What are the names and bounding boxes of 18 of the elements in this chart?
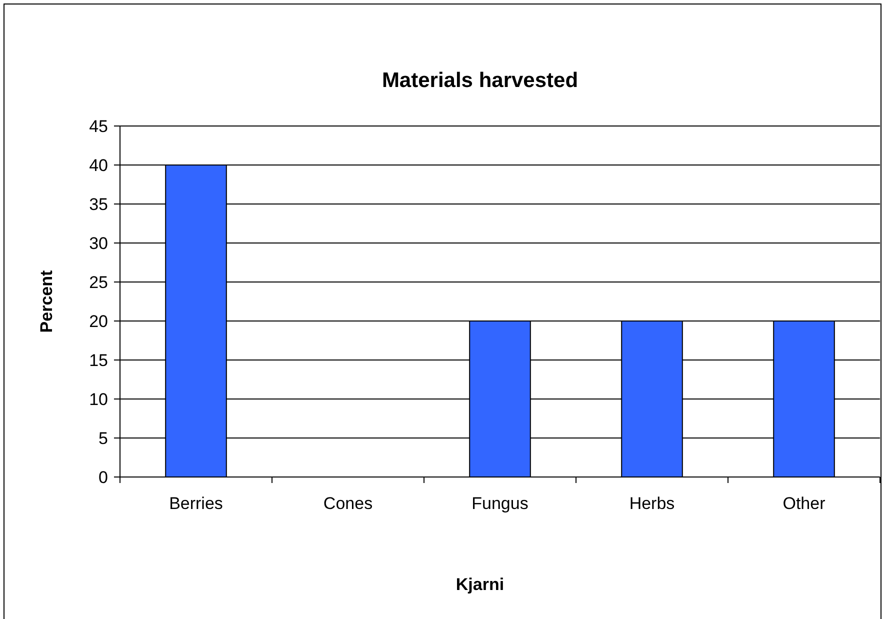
y-tick-label: 0 [98,468,108,487]
y-tick-label: 30 [89,234,108,253]
y-tick-label: 40 [89,156,108,175]
y-tick-label: 25 [89,272,108,292]
x-tick-label: Herbs [629,494,675,513]
x-axis-title: Kjarni [456,575,504,594]
x-tick-label: Fungus [472,494,528,513]
y-tick-label: 20 [89,312,108,331]
chart-title: Materials harvested [382,69,578,92]
x-tick-label: Cones [323,494,373,513]
x-tick-label: Other [782,494,826,513]
y-tick-label: 35 [89,194,108,214]
y-axis-title: Percent [37,270,56,333]
y-tick-label: 10 [89,390,108,409]
x-tick-label: Berries [169,494,223,513]
y-tick-label: 45 [89,116,108,136]
y-tick-label: 5 [98,428,108,448]
y-tick-label: 15 [89,350,108,370]
